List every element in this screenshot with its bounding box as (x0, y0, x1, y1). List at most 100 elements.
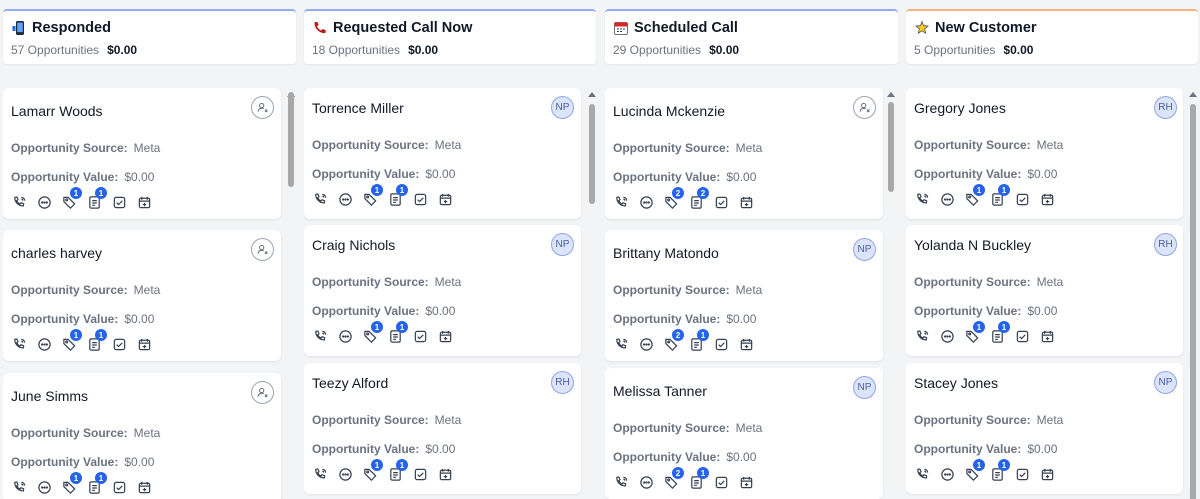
call-icon[interactable] (11, 194, 27, 210)
tag-icon[interactable]: 1 (61, 187, 82, 210)
opportunity-card[interactable]: Lamarr Woods Opportunity Source: Meta Oppor… (3, 88, 281, 219)
opportunity-card[interactable]: Lucinda Mckenzie Opportunity Source: Meta O… (605, 88, 883, 219)
opportunity-card[interactable]: Brittany Matondo NP Opportunity Source: Met… (605, 230, 883, 361)
task-icon[interactable] (111, 336, 127, 352)
opportunity-card[interactable]: Melissa Tanner NP Opportunity Source: Meta O… (605, 368, 883, 499)
chat-icon[interactable] (36, 194, 52, 210)
appointment-icon[interactable] (1039, 328, 1055, 344)
tag-icon[interactable]: 1 (362, 184, 383, 207)
appointment-icon[interactable] (437, 328, 453, 344)
task-icon[interactable] (713, 194, 729, 210)
contact-name[interactable]: Lamarr Woods (11, 103, 103, 119)
scroll-thumb[interactable] (1190, 104, 1196, 499)
task-icon[interactable] (713, 336, 729, 352)
contact-name[interactable]: Stacey Jones (914, 375, 999, 391)
contact-name[interactable]: Brittany Matondo (613, 245, 719, 261)
task-icon[interactable] (412, 466, 428, 482)
opportunity-card[interactable]: Yolanda N Buckley RH Opportunity Source: Me… (906, 225, 1183, 356)
unassigned-user-icon[interactable] (251, 96, 274, 119)
task-icon[interactable] (412, 191, 428, 207)
notes-icon[interactable]: 1 (989, 459, 1010, 482)
task-icon[interactable] (1014, 191, 1030, 207)
notes-icon[interactable]: 1 (86, 472, 107, 495)
call-icon[interactable] (914, 328, 930, 344)
notes-icon[interactable]: 1 (989, 184, 1010, 207)
tag-icon[interactable]: 1 (964, 184, 985, 207)
tag-icon[interactable]: 1 (362, 321, 383, 344)
contact-name[interactable]: Melissa Tanner (613, 383, 707, 399)
appointment-icon[interactable] (136, 336, 152, 352)
appointment-icon[interactable] (738, 474, 754, 490)
call-icon[interactable] (613, 336, 629, 352)
assignee-avatar[interactable]: NP (853, 376, 876, 399)
task-icon[interactable] (412, 328, 428, 344)
notes-icon[interactable]: 1 (989, 321, 1010, 344)
notes-icon[interactable]: 2 (688, 187, 709, 210)
chat-icon[interactable] (337, 191, 353, 207)
scroll-up-arrow-icon[interactable] (887, 92, 895, 97)
chat-icon[interactable] (337, 466, 353, 482)
call-icon[interactable] (11, 336, 27, 352)
appointment-icon[interactable] (136, 194, 152, 210)
scroll-up-arrow-icon[interactable] (588, 92, 596, 97)
unassigned-user-icon[interactable] (251, 238, 274, 261)
opportunity-card[interactable]: Torrence Miller NP Opportunity Source: Meta… (304, 88, 581, 219)
scroll-thumb[interactable] (288, 92, 294, 187)
column-card-list[interactable]: Gregory Jones RH Opportunity Source: Meta Op… (906, 64, 1198, 499)
call-icon[interactable] (914, 466, 930, 482)
opportunity-card[interactable]: Craig Nichols NP Opportunity Source: Meta Op… (304, 225, 581, 356)
tag-icon[interactable]: 1 (362, 459, 383, 482)
scroll-up-arrow-icon[interactable] (1189, 92, 1197, 97)
call-icon[interactable] (11, 479, 27, 495)
opportunity-card[interactable]: Teezy Alford RH Opportunity Source: Meta Opp… (304, 363, 581, 494)
contact-name[interactable]: June Simms (11, 388, 89, 404)
column-card-list[interactable]: Torrence Miller NP Opportunity Source: Meta… (304, 64, 596, 499)
column-scrollbar[interactable] (588, 92, 596, 499)
notes-icon[interactable]: 1 (688, 467, 709, 490)
contact-name[interactable]: Lucinda Mckenzie (613, 103, 726, 119)
appointment-icon[interactable] (136, 479, 152, 495)
contact-name[interactable]: Craig Nichols (312, 237, 396, 253)
tag-icon[interactable]: 1 (964, 459, 985, 482)
assignee-avatar[interactable]: NP (1154, 371, 1177, 394)
appointment-icon[interactable] (437, 191, 453, 207)
notes-icon[interactable]: 1 (86, 329, 107, 352)
tag-icon[interactable]: 1 (61, 472, 82, 495)
chat-icon[interactable] (638, 336, 654, 352)
notes-icon[interactable]: 1 (387, 459, 408, 482)
call-icon[interactable] (312, 191, 328, 207)
appointment-icon[interactable] (437, 466, 453, 482)
assignee-avatar[interactable]: RH (1154, 233, 1177, 256)
scroll-thumb[interactable] (589, 104, 595, 204)
chat-icon[interactable] (36, 336, 52, 352)
contact-name[interactable]: Teezy Alford (312, 375, 389, 391)
task-icon[interactable] (1014, 466, 1030, 482)
call-icon[interactable] (914, 191, 930, 207)
call-icon[interactable] (613, 194, 629, 210)
task-icon[interactable] (713, 474, 729, 490)
contact-name[interactable]: Torrence Miller (312, 100, 404, 116)
chat-icon[interactable] (638, 194, 654, 210)
contact-name[interactable]: Gregory Jones (914, 100, 1006, 116)
column-scrollbar[interactable] (287, 92, 295, 499)
tag-icon[interactable]: 1 (61, 329, 82, 352)
contact-name[interactable]: charles harvey (11, 245, 103, 261)
column-card-list[interactable]: Lucinda Mckenzie Opportunity Source: Meta O… (605, 64, 898, 499)
assignee-avatar[interactable]: RH (551, 371, 574, 394)
assignee-avatar[interactable]: NP (853, 238, 876, 261)
appointment-icon[interactable] (1039, 191, 1055, 207)
task-icon[interactable] (111, 479, 127, 495)
appointment-icon[interactable] (738, 336, 754, 352)
notes-icon[interactable]: 1 (688, 329, 709, 352)
contact-name[interactable]: Yolanda N Buckley (914, 237, 1032, 253)
chat-icon[interactable] (939, 191, 955, 207)
notes-icon[interactable]: 1 (387, 184, 408, 207)
tag-icon[interactable]: 2 (663, 187, 684, 210)
call-icon[interactable] (312, 328, 328, 344)
chat-icon[interactable] (939, 328, 955, 344)
chat-icon[interactable] (337, 328, 353, 344)
task-icon[interactable] (1014, 328, 1030, 344)
assignee-avatar[interactable]: NP (551, 233, 574, 256)
notes-icon[interactable]: 1 (387, 321, 408, 344)
chat-icon[interactable] (36, 479, 52, 495)
